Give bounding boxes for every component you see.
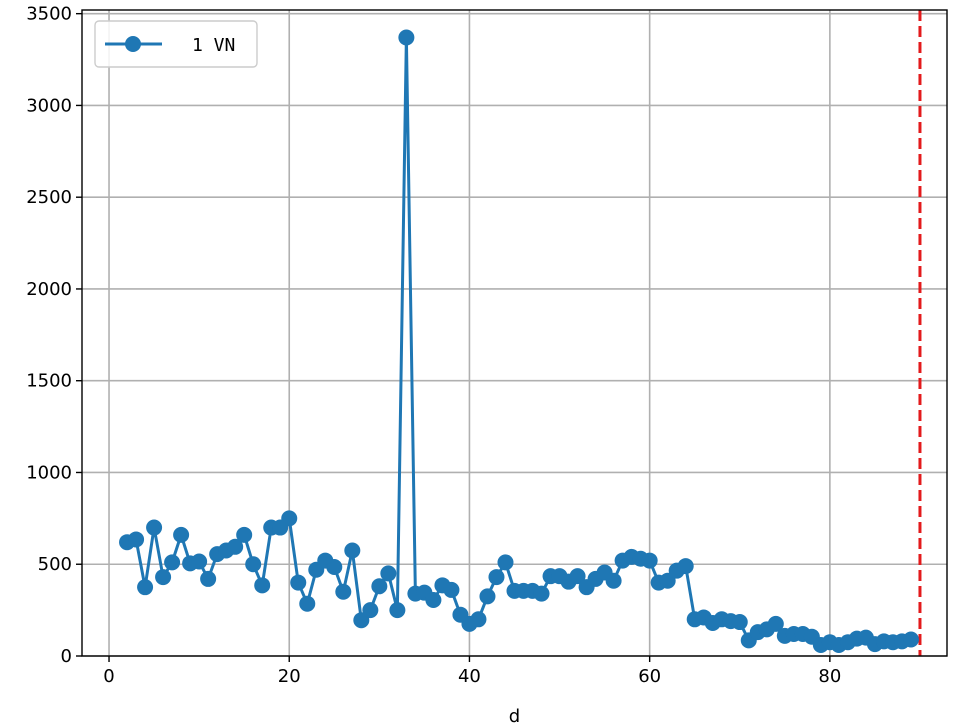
data-point bbox=[254, 577, 271, 594]
data-point bbox=[146, 519, 163, 536]
data-point bbox=[569, 568, 586, 585]
data-point bbox=[128, 531, 145, 548]
data-point bbox=[326, 558, 343, 575]
series-line bbox=[126, 36, 912, 647]
data-point bbox=[641, 552, 658, 569]
data-point bbox=[227, 538, 244, 555]
data-point bbox=[137, 579, 154, 596]
series-layer bbox=[119, 29, 919, 653]
data-point bbox=[767, 615, 784, 632]
data-point bbox=[677, 558, 694, 575]
legend: 1 VN bbox=[94, 20, 258, 68]
data-point bbox=[605, 572, 622, 589]
data-point bbox=[335, 583, 352, 600]
data-point bbox=[488, 569, 505, 586]
data-point bbox=[470, 611, 487, 628]
data-point bbox=[173, 526, 190, 543]
data-point bbox=[479, 588, 496, 605]
legend-swatch-marker bbox=[125, 36, 141, 52]
x-tick-label: 80 bbox=[818, 666, 841, 687]
data-point bbox=[200, 570, 217, 587]
data-point bbox=[236, 526, 253, 543]
data-point bbox=[371, 578, 388, 595]
y-tick-label: 3000 bbox=[26, 95, 72, 116]
data-point bbox=[902, 631, 919, 648]
data-point bbox=[380, 565, 397, 582]
y-tick-label: 3500 bbox=[26, 4, 72, 25]
y-tick-label: 0 bbox=[61, 646, 72, 667]
x-tick-label: 0 bbox=[103, 666, 114, 687]
x-axis-label: d bbox=[509, 706, 520, 727]
data-point bbox=[497, 554, 514, 571]
x-tick-label: 60 bbox=[638, 666, 661, 687]
data-point bbox=[344, 542, 361, 559]
data-point bbox=[731, 614, 748, 631]
data-point bbox=[362, 602, 379, 619]
data-point bbox=[389, 602, 406, 619]
legend-box bbox=[94, 20, 258, 68]
y-tick-label: 500 bbox=[38, 554, 72, 575]
data-point bbox=[245, 556, 262, 573]
y-tick-label: 2500 bbox=[26, 187, 72, 208]
data-point bbox=[290, 574, 307, 591]
y-tick-label: 1500 bbox=[26, 371, 72, 392]
data-point bbox=[155, 569, 172, 586]
x-tick-label: 20 bbox=[278, 666, 301, 687]
data-point bbox=[398, 29, 415, 46]
data-point bbox=[299, 595, 316, 612]
data-point bbox=[425, 592, 442, 609]
data-point bbox=[281, 510, 298, 527]
y-tick-label: 2000 bbox=[26, 279, 72, 300]
data-point bbox=[443, 581, 460, 598]
data-point bbox=[164, 554, 181, 571]
axes: 0 20 40 60 80 0 500 1000 1500 2000 2500 3000 3500 d bbox=[26, 4, 948, 727]
plot-frame bbox=[81, 9, 948, 657]
legend-label: 1 VN bbox=[192, 35, 235, 56]
y-tick-label: 1000 bbox=[26, 462, 72, 483]
x-tick-label: 40 bbox=[458, 666, 481, 687]
data-point bbox=[533, 585, 550, 602]
data-point bbox=[191, 553, 208, 570]
